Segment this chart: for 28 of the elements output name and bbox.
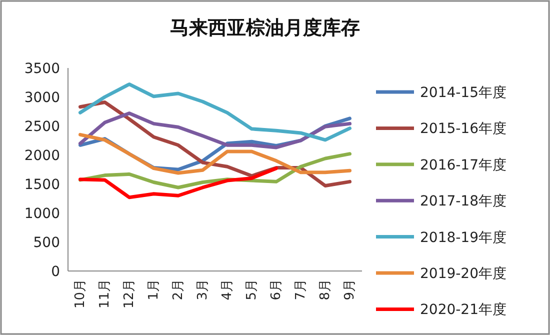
- legend-label: 2015-16年度: [420, 121, 506, 138]
- x-tick-label: 1月: [146, 279, 162, 300]
- x-tick-label: 5月: [244, 279, 260, 300]
- legend-label: 2017-18年度: [420, 194, 506, 210]
- x-tick-label: 4月: [220, 279, 235, 300]
- x-tick-label: 12月: [122, 279, 137, 309]
- legend-label: 2020-21年度: [420, 302, 506, 318]
- legend-label: 2014-15年度: [420, 85, 506, 101]
- legend-label: 2018-19年度: [420, 230, 506, 246]
- y-tick-label: 1500: [24, 177, 60, 193]
- x-tick-label: 2月: [170, 279, 186, 300]
- y-tick-label: 1000: [24, 206, 60, 222]
- x-tick-label: 10月: [72, 279, 88, 309]
- x-tick-label: 11月: [97, 279, 112, 309]
- y-tick-label: 3500: [24, 61, 60, 77]
- legend-label: 2016-17年度: [420, 157, 506, 174]
- x-tick-label: 7月: [293, 279, 308, 300]
- x-tick-label: 9月: [342, 279, 358, 300]
- y-tick-label: 0: [51, 264, 60, 280]
- y-tick-label: 500: [33, 235, 60, 251]
- x-tick-label: 6月: [268, 279, 284, 300]
- x-tick-label: 8月: [318, 279, 333, 300]
- y-tick-label: 2000: [24, 148, 60, 164]
- chart-title: 马来西亚棕油月度库存: [170, 17, 360, 39]
- legend-label: 2019-20年度: [420, 266, 506, 282]
- y-tick-label: 3000: [24, 90, 60, 106]
- x-tick-label: 3月: [195, 279, 210, 300]
- y-tick-label: 2500: [24, 119, 60, 135]
